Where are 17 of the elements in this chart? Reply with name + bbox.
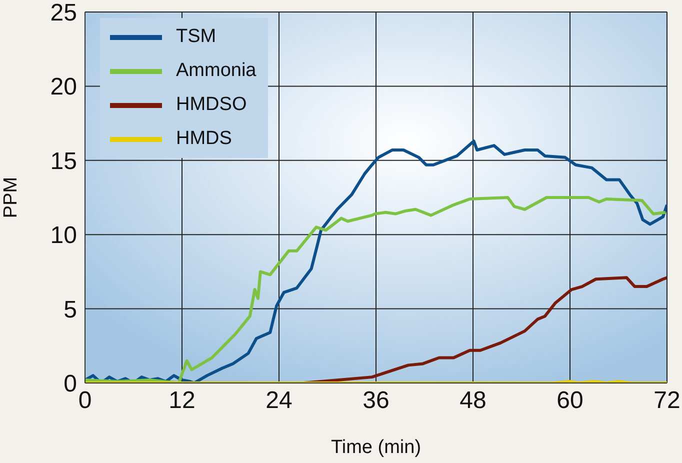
x-tick-label: 48 xyxy=(460,387,486,414)
x-tick-label: 72 xyxy=(654,387,680,414)
legend-label: TSM xyxy=(176,25,216,49)
legend-label: HMDSO xyxy=(176,93,247,117)
y-tick-label: 15 xyxy=(50,148,77,175)
y-tick-label: 20 xyxy=(50,74,77,101)
x-tick-label: 36 xyxy=(362,387,390,414)
legend-label: Ammonia xyxy=(176,59,256,83)
x-axis-title: Time (min) xyxy=(330,437,422,458)
x-tick-label: 12 xyxy=(168,387,196,414)
y-tick-label: 25 xyxy=(50,0,77,27)
y-axis-title: PPM xyxy=(0,176,22,218)
legend-label: HMDS xyxy=(176,127,232,151)
y-tick-label: 10 xyxy=(50,222,77,250)
x-tick-label: 24 xyxy=(266,387,292,414)
x-tick-label: 60 xyxy=(556,387,584,414)
y-tick-label: 5 xyxy=(64,296,77,324)
